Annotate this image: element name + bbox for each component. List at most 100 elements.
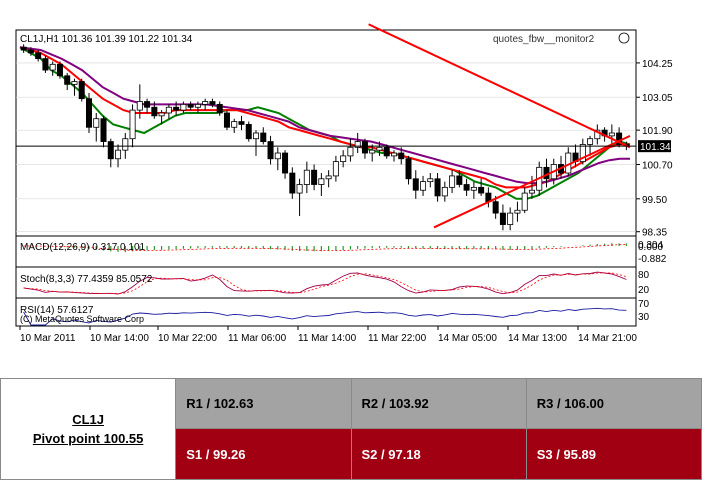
- candle-body: [27, 49, 34, 54]
- candle-body: [492, 201, 499, 214]
- price-tick-label: 99.50: [642, 195, 667, 206]
- candle-body: [521, 192, 528, 211]
- candle-body: [420, 181, 427, 191]
- trendline: [433, 134, 631, 229]
- candle-body: [449, 175, 456, 188]
- macd-tick-bottom: -0.882: [638, 254, 667, 265]
- candle-body: [369, 149, 376, 154]
- candle-body: [441, 186, 448, 197]
- price-chart: 101.34 104.25 103.05 101.90 100.70 99.50 98.3…: [15, 23, 673, 344]
- current-price-box: [638, 140, 671, 153]
- time-tick-label: 10 Mar 22:00: [158, 333, 217, 344]
- candle-body: [296, 184, 303, 194]
- rsi-tick-30: 30: [638, 312, 650, 323]
- candle-body: [144, 101, 151, 108]
- pivot-symbol: CL1J: [72, 412, 105, 427]
- time-tick-label: 11 Mar 22:00: [368, 333, 427, 344]
- candle-body: [100, 118, 107, 142]
- candle-body: [64, 75, 71, 85]
- candle-body: [165, 106, 172, 114]
- candle-body: [194, 103, 201, 108]
- watermark-text: quotes_fbw__monitor2: [493, 34, 595, 45]
- candle-body: [78, 81, 85, 100]
- candle-body: [115, 149, 122, 160]
- candle-body: [608, 132, 615, 137]
- candle-body: [325, 175, 332, 180]
- resistance-1: R1 / 102.63: [175, 378, 352, 429]
- candle-body: [405, 158, 412, 180]
- candle-body: [347, 146, 354, 157]
- candle-body: [107, 141, 114, 160]
- price-tick-label: 103.05: [642, 93, 673, 104]
- candle-body: [383, 146, 390, 157]
- candle-body: [231, 121, 238, 128]
- macd-signal-line: [23, 244, 627, 251]
- candle-body: [42, 58, 49, 71]
- candle-body: [35, 52, 42, 60]
- candle-body: [49, 63, 56, 71]
- time-tick-label: 10 Mar 14:00: [90, 333, 149, 344]
- pivot-info-cell: CL1J Pivot point 100.55: [0, 378, 177, 480]
- candle-body: [434, 178, 441, 197]
- candle-body: [180, 103, 187, 111]
- candle-body: [463, 184, 470, 191]
- candle-body: [499, 212, 506, 225]
- price-tick-label: 101.90: [642, 126, 673, 137]
- time-tick-label: 14 Mar 21:00: [578, 333, 637, 344]
- candle-body: [93, 118, 100, 128]
- candle-body: [274, 152, 281, 160]
- candle-body: [151, 106, 158, 117]
- candle-body: [456, 175, 463, 185]
- candle-body: [216, 103, 223, 114]
- candle-body: [253, 132, 260, 140]
- candle-body: [318, 178, 325, 185]
- time-tick-label: 11 Mar 14:00: [298, 333, 357, 344]
- macd-tick-zero: 0.000: [638, 242, 663, 253]
- candle-body: [209, 101, 216, 105]
- candle-body: [267, 141, 274, 160]
- macd-label: MACD(12,26,9) 0.317 0.101: [20, 242, 146, 253]
- price-tick-label: 100.70: [642, 160, 673, 171]
- support-1: S1 / 99.26: [175, 428, 352, 480]
- candle-body: [340, 155, 347, 163]
- price-tick-label: 104.25: [642, 59, 673, 70]
- price-gridlines: [16, 62, 636, 233]
- price-axis-ticks: 104.25 103.05 101.90 100.70 99.50 98.35: [636, 59, 673, 239]
- trendline: [368, 23, 631, 149]
- candle-body: [260, 132, 267, 142]
- time-tick-label: 14 Mar 13:00: [508, 333, 567, 344]
- time-tick-label: 14 Mar 05:00: [438, 333, 497, 344]
- candle-body: [282, 152, 289, 174]
- candle-body: [390, 152, 397, 157]
- time-tick-label: 10 Mar 2011: [20, 333, 76, 344]
- rsi-tick-70: 70: [638, 299, 650, 310]
- moving-average-line: [19, 46, 630, 189]
- time-axis-ticks: 10 Mar 2011 10 Mar 14:00 10 Mar 22:00 11 Ma…: [19, 326, 637, 344]
- stoch-signal-line: [23, 272, 627, 295]
- candle-body: [376, 146, 383, 151]
- candle-body: [136, 101, 143, 111]
- candle-body: [354, 141, 361, 148]
- pivot-point-value: Pivot point 100.55: [32, 431, 144, 446]
- candle-body: [202, 101, 209, 105]
- candle-body: [158, 112, 165, 117]
- candle-body: [245, 124, 252, 140]
- resistance-2: R2 / 103.92: [350, 378, 527, 429]
- candle-body: [289, 172, 296, 194]
- candle-body: [470, 186, 477, 191]
- copyright-text: (C) MetaQuotes Software Corp: [20, 314, 144, 324]
- settings-icon[interactable]: [618, 32, 630, 44]
- current-price-label: 101.34: [640, 142, 671, 153]
- candle-body: [507, 212, 514, 225]
- candle-body: [311, 169, 318, 185]
- candle-body: [173, 106, 180, 111]
- candle-body: [412, 178, 419, 191]
- candle-body: [398, 152, 405, 160]
- stoch-tick-20: 20: [638, 285, 650, 296]
- candle-body: [85, 98, 92, 128]
- candle-body: [129, 109, 136, 140]
- support-2: S2 / 97.18: [350, 428, 527, 480]
- price-tick-label: 98.35: [642, 228, 667, 239]
- stoch-label: Stoch(8,3,3) 77.4359 85.0572: [20, 274, 153, 285]
- candle-body: [579, 144, 586, 163]
